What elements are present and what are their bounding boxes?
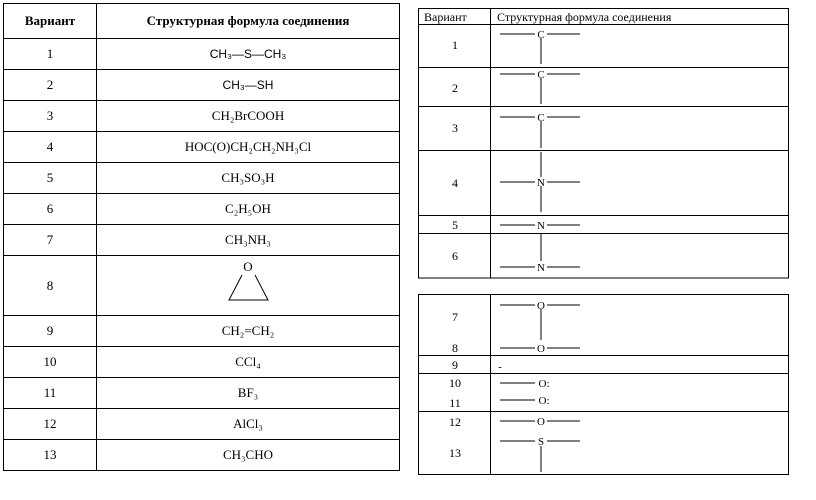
variant-number: 3 <box>3 100 97 132</box>
formula-cell: CH₂=CH₂ <box>96 315 400 347</box>
table-row: 8 <box>3 255 400 316</box>
atom-label: C <box>537 69 544 81</box>
atom-label: S <box>538 436 544 448</box>
formula-cell: CH₃NH₃ <box>96 224 400 256</box>
table-row: 10 CCl₄ <box>3 346 400 378</box>
atom-label: O: <box>539 395 550 407</box>
variant-number: 11 <box>449 396 461 410</box>
variant-number: 6 <box>452 249 458 263</box>
variant-number: 13 <box>3 439 97 471</box>
header-formula: Структурная формула соединения <box>96 3 400 39</box>
variant-number: 8 <box>452 341 458 355</box>
atom-label: N <box>537 262 545 274</box>
epoxide-ring-structure: O <box>228 259 269 301</box>
variant-number: 10 <box>449 376 461 390</box>
table-row: 6 C₂H₅OH <box>3 193 400 225</box>
variant-number: 1 <box>452 38 458 52</box>
atom-label: O <box>537 300 545 312</box>
table-row: 13 CH₃CHO <box>3 439 400 471</box>
formula-cell: CH₃CHO <box>96 439 400 471</box>
atom-label: O <box>537 416 545 428</box>
variant-number: 7 <box>452 310 458 324</box>
table-row: 7 CH₃NH₃ <box>3 224 400 256</box>
variant-number: 4 <box>452 176 458 190</box>
variant-number: 2 <box>452 81 458 95</box>
table-row: 9 CH₂=CH₂ <box>3 315 400 347</box>
right-header-formula: Структурная формула соединения <box>497 10 672 24</box>
epoxide-oxygen: O <box>243 259 252 274</box>
formula-cell: C₂H₅OH <box>96 193 400 225</box>
formula-cell: CCl₄ <box>96 346 400 378</box>
variant-number: 9 <box>3 315 97 347</box>
atom-label: O: <box>539 378 550 390</box>
left-variants-table: Вариант Структурная формула соединения 1… <box>3 3 400 471</box>
variant-number: 12 <box>3 408 97 440</box>
atom-label: O <box>537 343 545 355</box>
header-variant: Вариант <box>3 3 97 39</box>
atom-label: - <box>498 361 502 373</box>
variant-number: 12 <box>449 415 461 429</box>
variant-number: 10 <box>3 346 97 378</box>
table-row: 12 AlCl₃ <box>3 408 400 440</box>
variant-number: 5 <box>452 218 458 232</box>
atom-label: N <box>537 177 545 189</box>
right-header-variant: Вариант <box>424 10 468 24</box>
variant-number: 13 <box>449 446 461 460</box>
variant-number: 2 <box>3 69 97 101</box>
variant-number: 9 <box>452 358 458 372</box>
table-row: 2 CH₃—SH <box>3 69 400 101</box>
table-header: Вариант Структурная формула соединения <box>3 3 400 39</box>
variant-number: 3 <box>452 121 458 135</box>
atom-label: N <box>537 220 545 232</box>
atom-label: C <box>537 112 544 124</box>
formula-cell: AlCl₃ <box>96 408 400 440</box>
formula-cell: BF₃ <box>96 377 400 409</box>
formula-cell: CH₃—SH <box>96 69 400 101</box>
atom-label: C <box>537 29 544 41</box>
